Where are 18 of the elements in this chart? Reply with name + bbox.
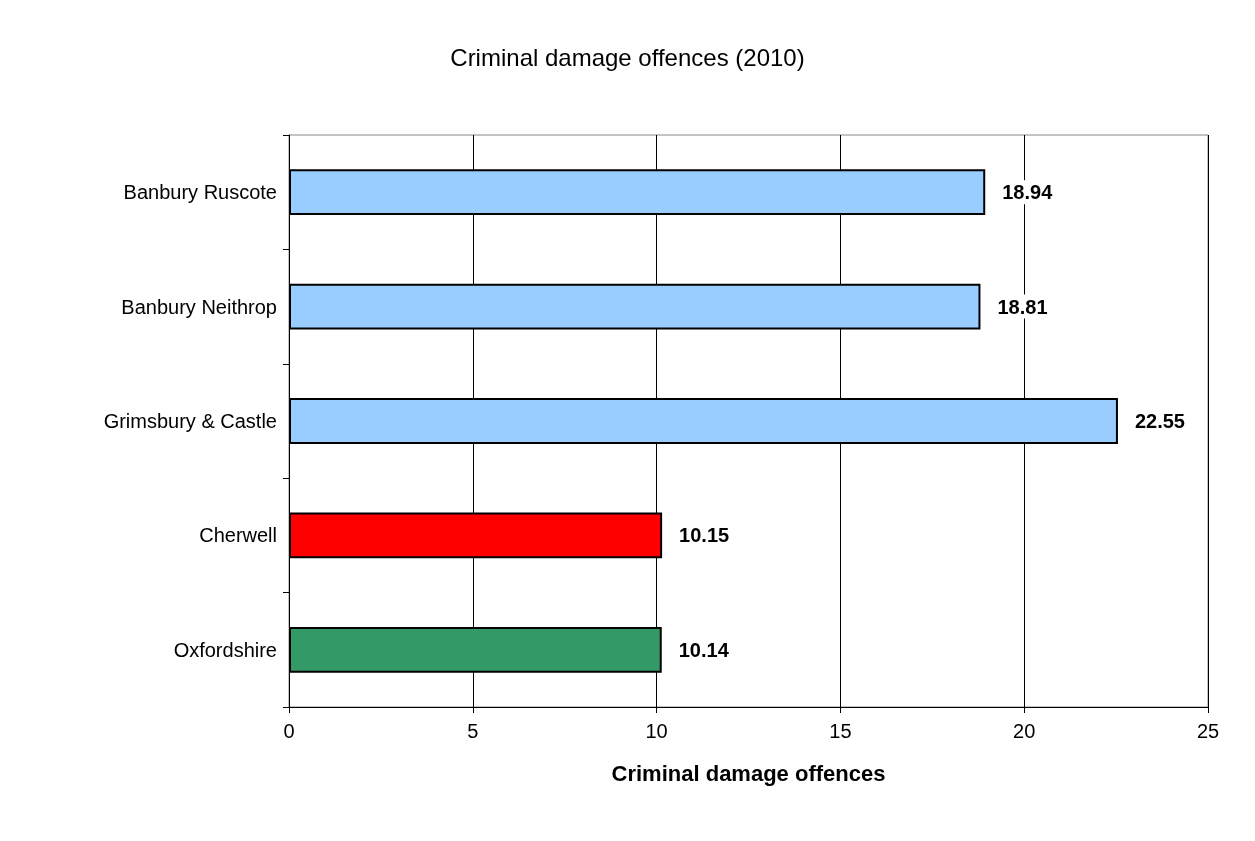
x-axis-title: Criminal damage offences (611, 760, 886, 786)
data-label: 18.81 (997, 295, 1048, 318)
chart-title: Criminal damage offences (2010) (450, 43, 805, 71)
data-label: 10.15 (679, 524, 730, 547)
y-tick-label: Oxfordshire (173, 638, 277, 661)
x-tick-label: 15 (829, 720, 852, 742)
data-label: 10.14 (678, 638, 730, 661)
x-tick-label: 25 (1196, 720, 1220, 742)
data-label: 18.94 (1002, 181, 1054, 204)
data-label: 22.55 (1134, 410, 1185, 432)
x-tick-label: 20 (1013, 720, 1036, 742)
x-tick-label: 0 (283, 720, 295, 742)
y-tick-label: Banbury Neithrop (121, 295, 277, 318)
x-tick-label: 10 (645, 720, 668, 742)
x-tick-label: 5 (467, 720, 479, 742)
y-tick-label: Banbury Ruscote (123, 181, 277, 204)
y-tick-label: Cherwell (199, 524, 277, 547)
y-tick-label: Grimsbury & Castle (103, 410, 277, 432)
